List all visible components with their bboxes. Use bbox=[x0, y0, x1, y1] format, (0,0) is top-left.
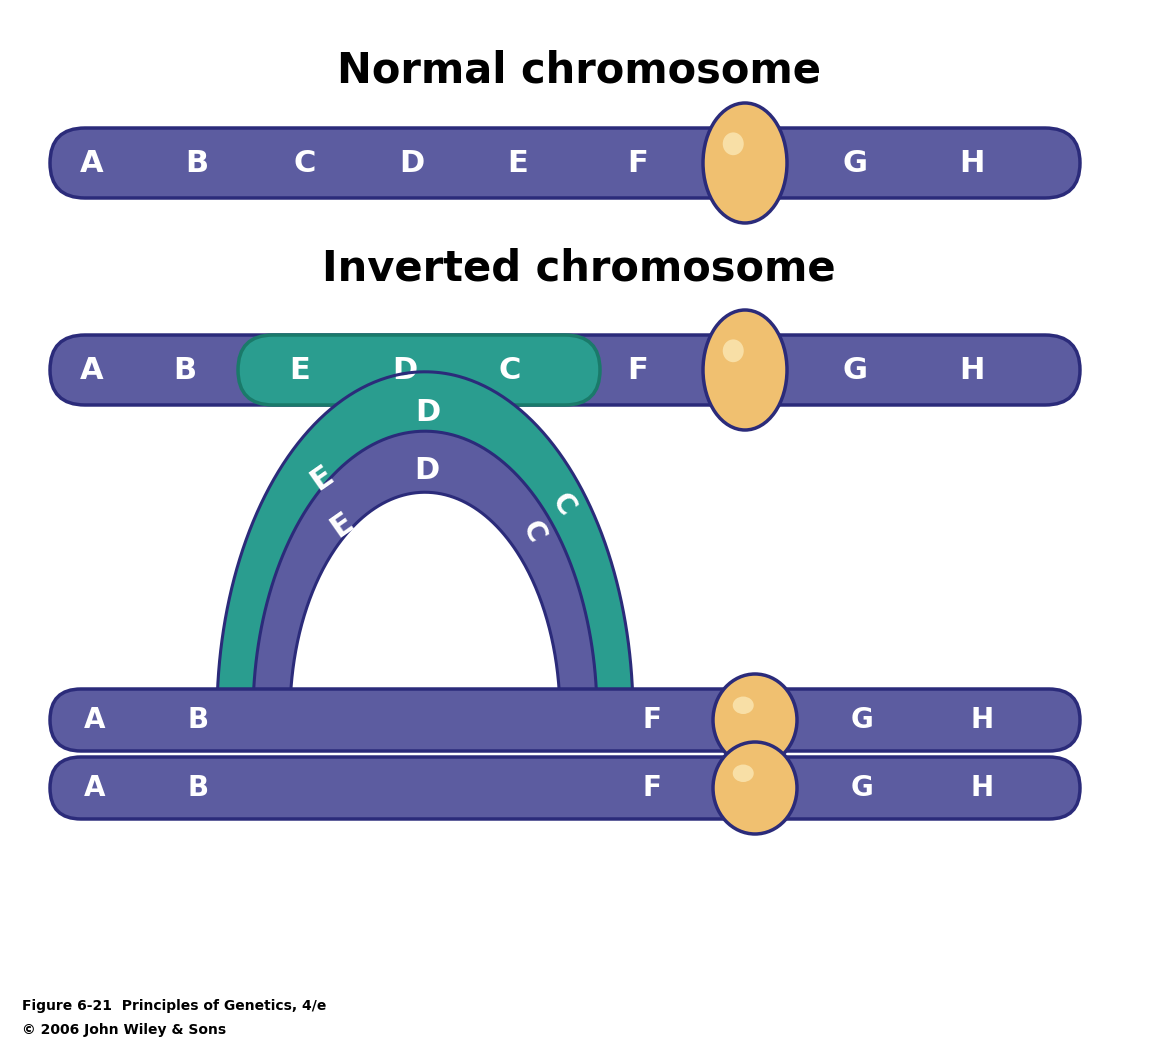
FancyBboxPatch shape bbox=[50, 335, 1080, 405]
Text: H: H bbox=[959, 149, 984, 177]
Text: F: F bbox=[628, 149, 648, 177]
Text: H: H bbox=[970, 706, 994, 734]
Ellipse shape bbox=[334, 563, 516, 867]
Text: Figure 6-21  Principles of Genetics, 4/e: Figure 6-21 Principles of Genetics, 4/e bbox=[22, 999, 327, 1013]
FancyBboxPatch shape bbox=[50, 689, 1080, 751]
Text: G: G bbox=[851, 706, 873, 734]
Text: C: C bbox=[547, 488, 580, 522]
Text: D: D bbox=[393, 355, 418, 385]
Text: F: F bbox=[643, 706, 661, 734]
Polygon shape bbox=[252, 431, 598, 715]
Text: B: B bbox=[174, 355, 197, 385]
Ellipse shape bbox=[723, 132, 743, 155]
Text: B: B bbox=[185, 149, 208, 177]
FancyBboxPatch shape bbox=[50, 757, 1080, 818]
Text: A: A bbox=[85, 706, 105, 734]
Text: Inverted chromosome: Inverted chromosome bbox=[322, 247, 836, 289]
Text: C: C bbox=[516, 517, 550, 547]
Text: A: A bbox=[80, 149, 104, 177]
Text: E: E bbox=[325, 507, 359, 543]
Text: G: G bbox=[843, 355, 867, 385]
Text: A: A bbox=[80, 355, 104, 385]
Ellipse shape bbox=[733, 765, 754, 782]
Text: D: D bbox=[416, 397, 441, 427]
Ellipse shape bbox=[733, 697, 754, 714]
Text: © 2006 John Wiley & Sons: © 2006 John Wiley & Sons bbox=[22, 1023, 226, 1038]
Text: D: D bbox=[400, 149, 425, 177]
Text: B: B bbox=[188, 706, 208, 734]
Text: F: F bbox=[643, 774, 661, 802]
Text: G: G bbox=[851, 774, 873, 802]
Ellipse shape bbox=[703, 103, 787, 223]
Text: G: G bbox=[843, 149, 867, 177]
Text: C: C bbox=[294, 149, 316, 177]
Ellipse shape bbox=[713, 742, 797, 834]
Text: C: C bbox=[499, 355, 521, 385]
Ellipse shape bbox=[723, 340, 743, 363]
Text: D: D bbox=[415, 456, 440, 485]
Text: H: H bbox=[959, 355, 984, 385]
FancyBboxPatch shape bbox=[239, 335, 600, 405]
Text: A: A bbox=[85, 774, 105, 802]
Text: F: F bbox=[628, 355, 648, 385]
Ellipse shape bbox=[703, 310, 787, 430]
Text: B: B bbox=[188, 774, 208, 802]
Polygon shape bbox=[290, 493, 560, 715]
Ellipse shape bbox=[713, 674, 797, 766]
Text: H: H bbox=[970, 774, 994, 802]
FancyBboxPatch shape bbox=[50, 128, 1080, 198]
Text: E: E bbox=[290, 355, 310, 385]
Text: E: E bbox=[305, 461, 338, 497]
Text: E: E bbox=[507, 149, 528, 177]
Polygon shape bbox=[217, 372, 633, 715]
Text: Normal chromosome: Normal chromosome bbox=[337, 49, 821, 91]
